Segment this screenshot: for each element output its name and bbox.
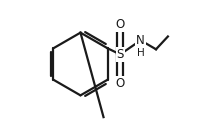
Text: H: H: [137, 48, 145, 58]
Text: O: O: [116, 77, 125, 90]
Text: S: S: [116, 48, 124, 61]
Text: N: N: [136, 34, 145, 47]
Text: O: O: [116, 18, 125, 31]
